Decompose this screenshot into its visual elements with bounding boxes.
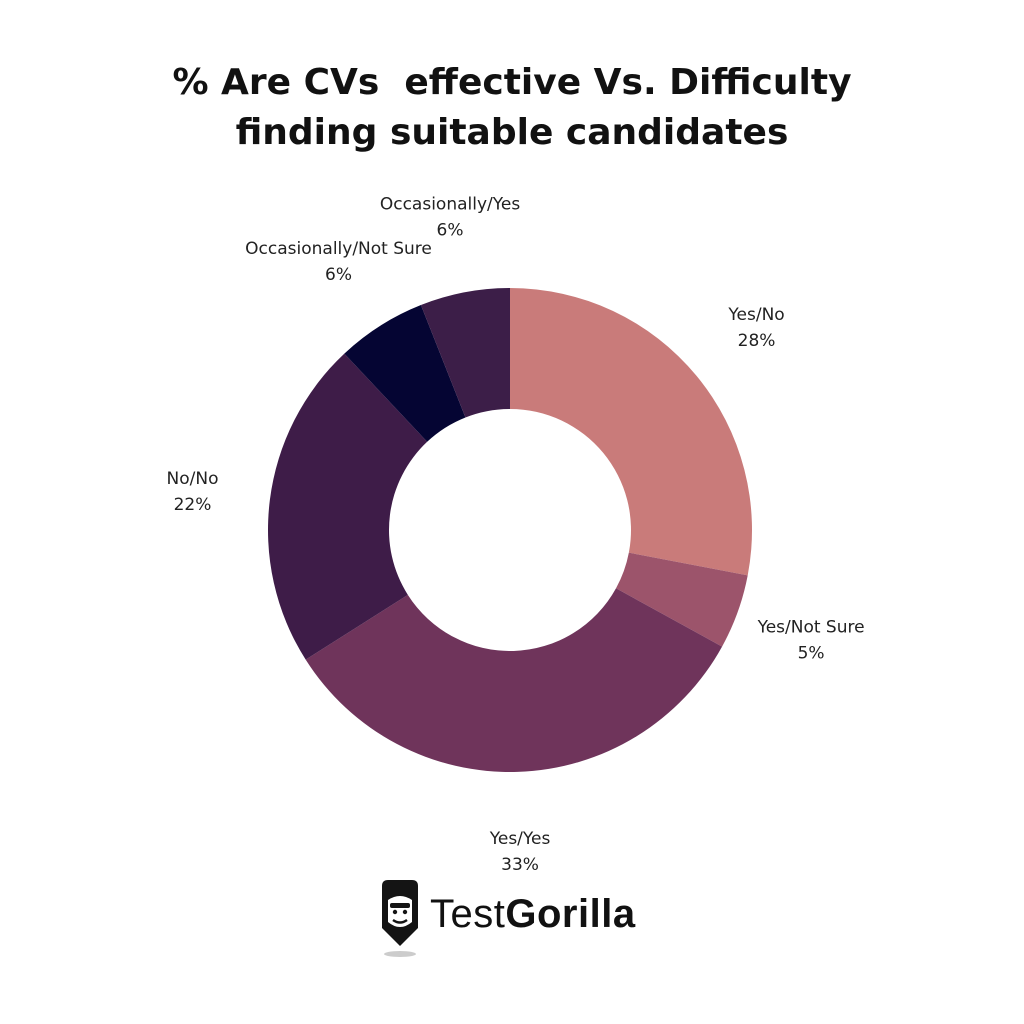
slice-value-label: 22%	[174, 495, 212, 515]
gorilla-icon	[382, 880, 418, 957]
chart-title-line-1: % Are CVs effective Vs. Difficulty	[172, 62, 852, 103]
slice-label-occasionally-yes: Occasionally/Yes 6%	[380, 195, 520, 241]
brand-name-light: Test	[430, 892, 506, 936]
slice-label-yes-not-sure: Yes/Not Sure 5%	[757, 617, 865, 663]
slice-occasionally-not-sure	[344, 304, 466, 442]
chart-title: % Are CVs effective Vs. Difficulty findi…	[0, 58, 1024, 158]
slice-category-label: Yes/No	[727, 305, 784, 325]
slice-label-no-no: No/No 22%	[167, 469, 219, 515]
chart-title-line-2: finding suitable candidates	[235, 112, 789, 153]
slice-occasionally-yes	[420, 288, 510, 418]
slice-category-label: Yes/Yes	[489, 829, 551, 849]
brand-name-bold: Gorilla	[505, 892, 636, 936]
brand-name: TestGorilla	[430, 892, 636, 937]
slice-label-yes-yes: Yes/Yes 33%	[489, 829, 551, 875]
slice-value-label: 6%	[437, 221, 464, 241]
slice-value-label: 28%	[738, 331, 776, 351]
slice-category-label: Yes/Not Sure	[757, 617, 865, 637]
slice-category-label: Occasionally/Yes	[380, 195, 520, 215]
slice-value-label: 5%	[798, 643, 825, 663]
slice-no-no	[267, 353, 428, 660]
slice-label-yes-no: Yes/No 28%	[727, 305, 784, 351]
slice-yes-no	[510, 288, 752, 576]
slice-label-occasionally-not-sure: Occasionally/Not Sure 6%	[245, 239, 432, 285]
slice-yes-yes	[305, 588, 723, 773]
slice-value-label: 6%	[325, 265, 352, 285]
testgorilla-logo: TestGorilla	[378, 878, 648, 968]
slice-category-label: No/No	[167, 469, 219, 489]
slice-yes-not-sure	[616, 552, 748, 647]
slice-category-label: Occasionally/Not Sure	[245, 239, 432, 259]
slice-value-label: 33%	[501, 855, 539, 875]
